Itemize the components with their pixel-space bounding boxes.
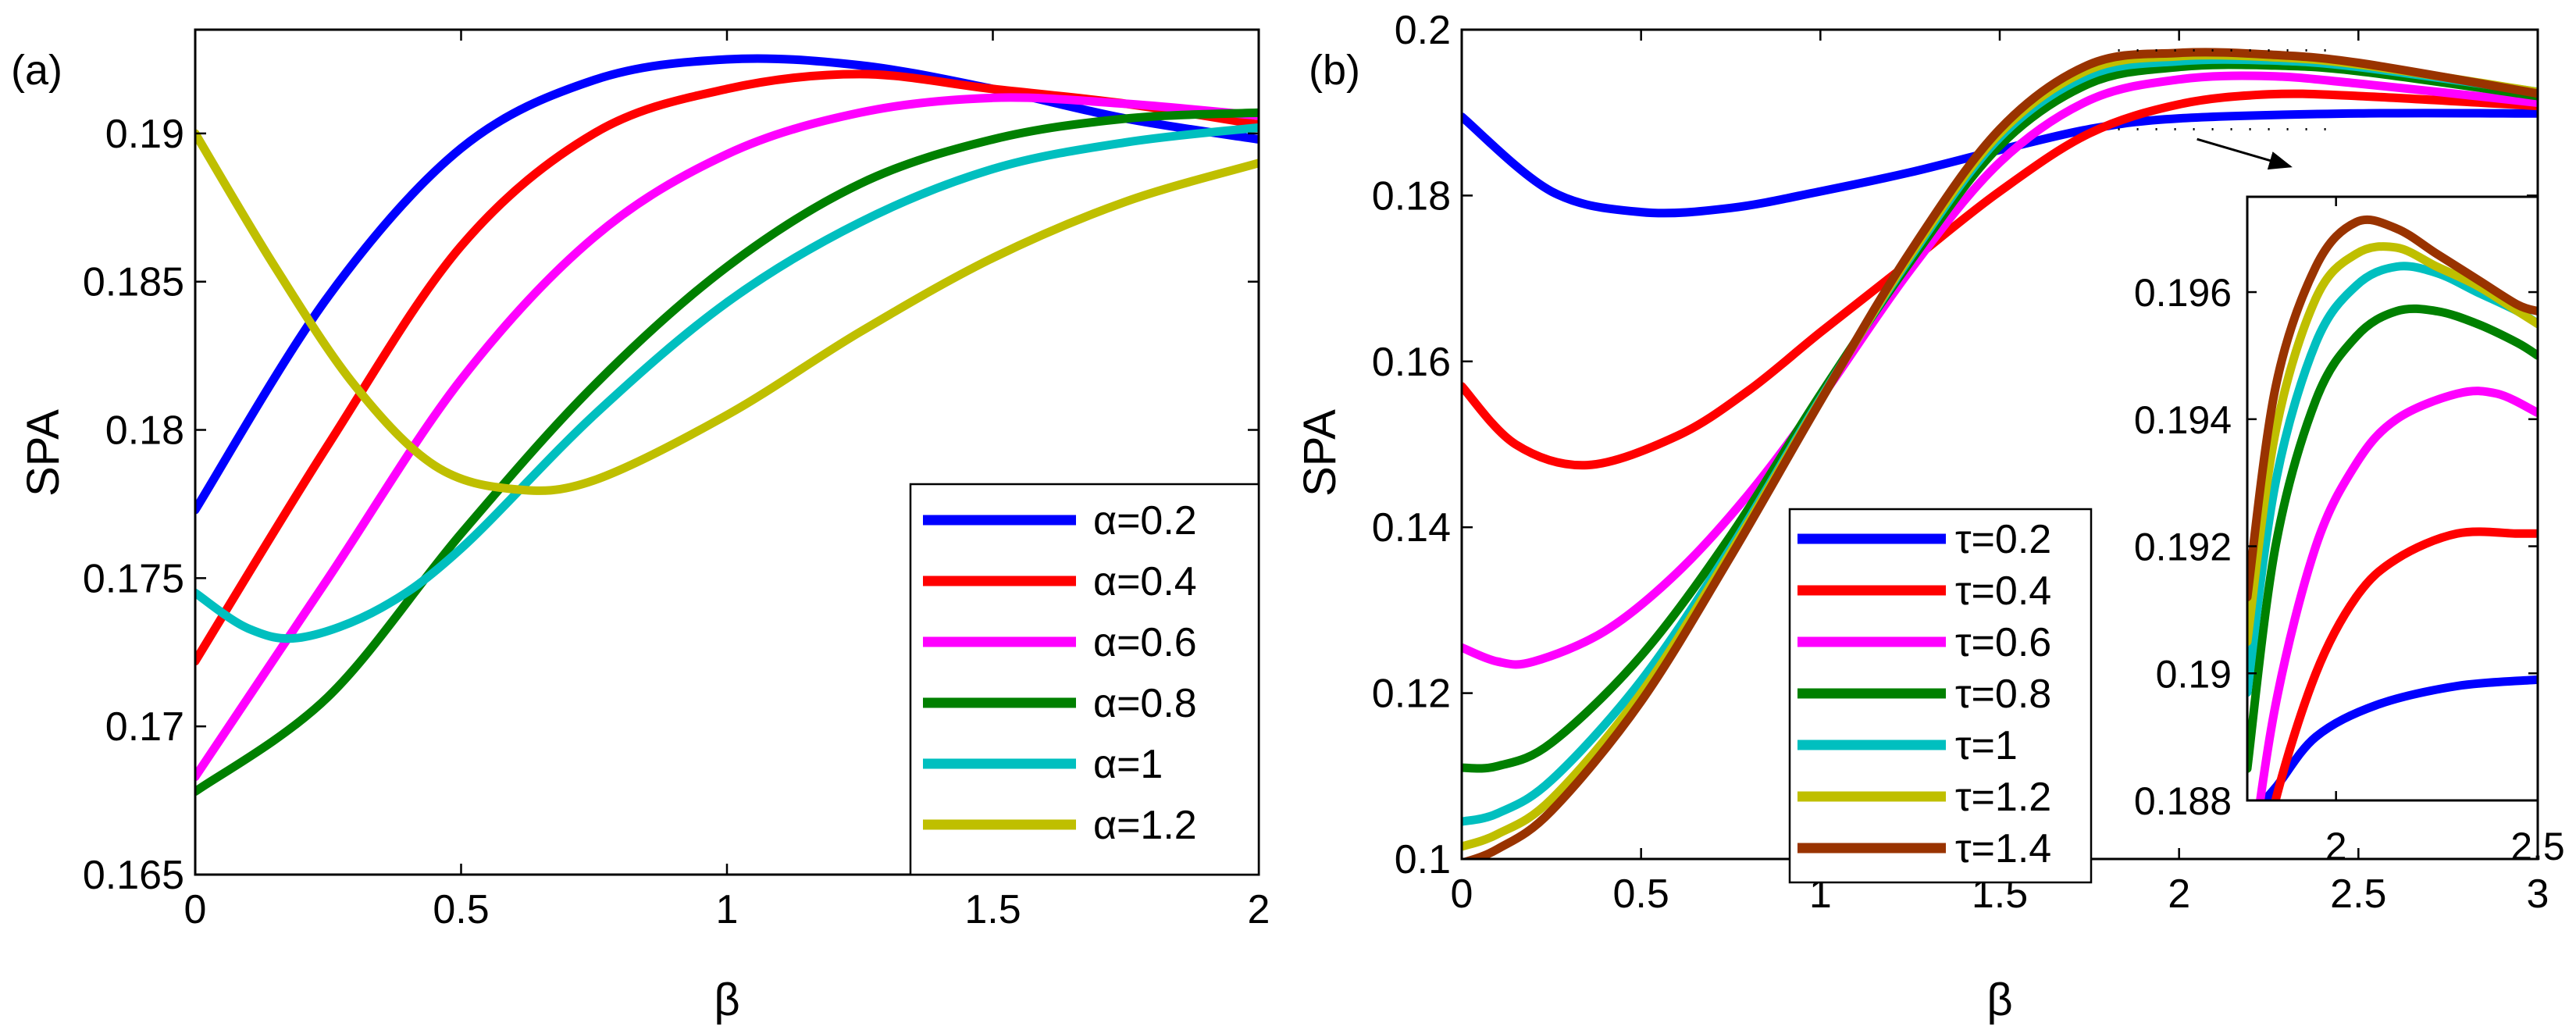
inset-ytick-label: 0.19 [2156,652,2232,696]
panel-a-plot-area [195,54,1259,797]
panel-b-legend-label: τ=0.8 [1955,672,2051,717]
panel-a: (a) 0 0.5 1 1.5 2 0.165 0.17 0.175 0.18 0.185 0.19… [11,28,1270,1025]
inset-xtick-label: 2 [2325,825,2347,868]
panel-b-ytick-label: 0.14 [1372,505,1451,551]
panel-a-ytick-label: 0.18 [105,408,184,454]
panel-a-series-5 [195,123,1259,643]
zoom-arrow [2197,137,2293,170]
panel-a-xtick-label: 1.5 [964,887,1021,932]
panel-a-xtick-label: 1 [716,887,739,932]
inset-ytick-label: 0.194 [2134,398,2232,442]
inset-ytick-label: 0.196 [2134,271,2232,315]
inset: 2 2.5 0.188 0.19 0.192 0.194 0.196 [2134,195,2565,868]
panel-a-legend: α=0.2 α=0.4 α=0.6 α=0.8 α=1 α=1.2 [909,483,1260,876]
panel-a-xtick-label: 2 [1248,887,1270,932]
panel-b-ytick-label: 0.1 [1395,837,1451,882]
panel-a-ytick-label: 0.175 [83,556,184,601]
panel-b-xtick-label: 2.5 [2330,871,2386,917]
panel-b-series-3 [1462,71,2538,669]
panel-a-ytick-label: 0.165 [83,853,184,898]
panel-b-xtick-label: 0 [1451,871,1473,917]
inset-ytick-label: 0.192 [2134,526,2232,569]
panel-b-series-1 [1462,109,2538,218]
zoom-indicator [2118,49,2341,170]
panel-b-legend-label: τ=0.2 [1955,517,2051,562]
panel-a-xlabel: β [714,975,739,1025]
panel-a-series-6 [195,129,1259,495]
panel-a-xtick-label: 0 [184,887,207,932]
inset-series-7 [2247,215,2538,602]
inset-ytick-label: 0.188 [2134,779,2232,823]
panel-b-xtick-label: 2 [2168,871,2190,917]
panel-a-ytick-label: 0.19 [105,112,184,157]
panel-a-series-1 [195,54,1259,515]
panel-a-legend-label: α=0.2 [1093,498,1197,544]
panel-a-series-3 [195,93,1259,782]
panel-b-ytick-label: 0.12 [1372,672,1451,717]
inset-series-3 [2256,387,2538,800]
panel-a-xtick-label: 0.5 [433,887,489,932]
panel-b-xlabel: β [1986,975,2012,1025]
panel-b-legend-label: τ=1.4 [1955,826,2051,871]
panel-b-series-7 [1462,48,2538,859]
panel-a-legend-label: α=1 [1093,742,1163,787]
panel-b-ytick-label: 0.16 [1372,340,1451,385]
inset-series-4 [2247,304,2538,773]
panel-a-ytick-label: 0.185 [83,260,184,305]
panel-b-xtick-label: 3 [2527,871,2549,917]
inset-plot-area [2247,215,2538,800]
panel-b-ytick-label: 0.18 [1372,173,1451,219]
inset-series-2 [2271,527,2538,800]
panel-b-legend: τ=0.2 τ=0.4 τ=0.6 τ=0.8 τ=1 τ=1.2 τ=1.4 [1788,508,2093,884]
panel-b-legend-label: τ=0.4 [1955,568,2051,614]
panel-b-plot-area [1462,48,2538,859]
panel-b: (b) 0 0.5 1 1.5 2 2.5 30.10.120.140.160.180.2 … [1295,8,2565,1025]
panel-a-legend-label: α=0.8 [1093,681,1197,726]
inset-axes-box [2246,195,2539,802]
panel-b-legend-label: τ=0.6 [1955,620,2051,665]
panel-a-legend-label: α=0.4 [1093,559,1197,604]
panel-a-series-4 [195,108,1259,797]
panel-a-label: (a) [11,47,62,94]
panel-b-ylabel: SPA [1295,409,1345,497]
panel-b-legend-label: τ=1 [1955,723,2018,768]
inset-xtick-label: 2.5 [2510,825,2565,868]
inset-ticks: 2 2.5 0.188 0.19 0.192 0.194 0.196 [2134,197,2565,868]
panel-a-legend-label: α=0.6 [1093,620,1197,665]
panel-a-ylabel: SPA [18,409,69,497]
panel-b-ytick-label: 0.2 [1395,8,1451,53]
panel-b-label: (b) [1309,47,1360,94]
panel-b-xtick-label: 0.5 [1613,871,1669,917]
inset-series-6 [2247,242,2538,647]
panel-a-legend-box [909,483,1260,876]
panel-b-legend-label: τ=1.2 [1955,775,2051,820]
panel-a-ytick-label: 0.17 [105,704,184,750]
panel-a-legend-label: α=1.2 [1093,803,1197,848]
